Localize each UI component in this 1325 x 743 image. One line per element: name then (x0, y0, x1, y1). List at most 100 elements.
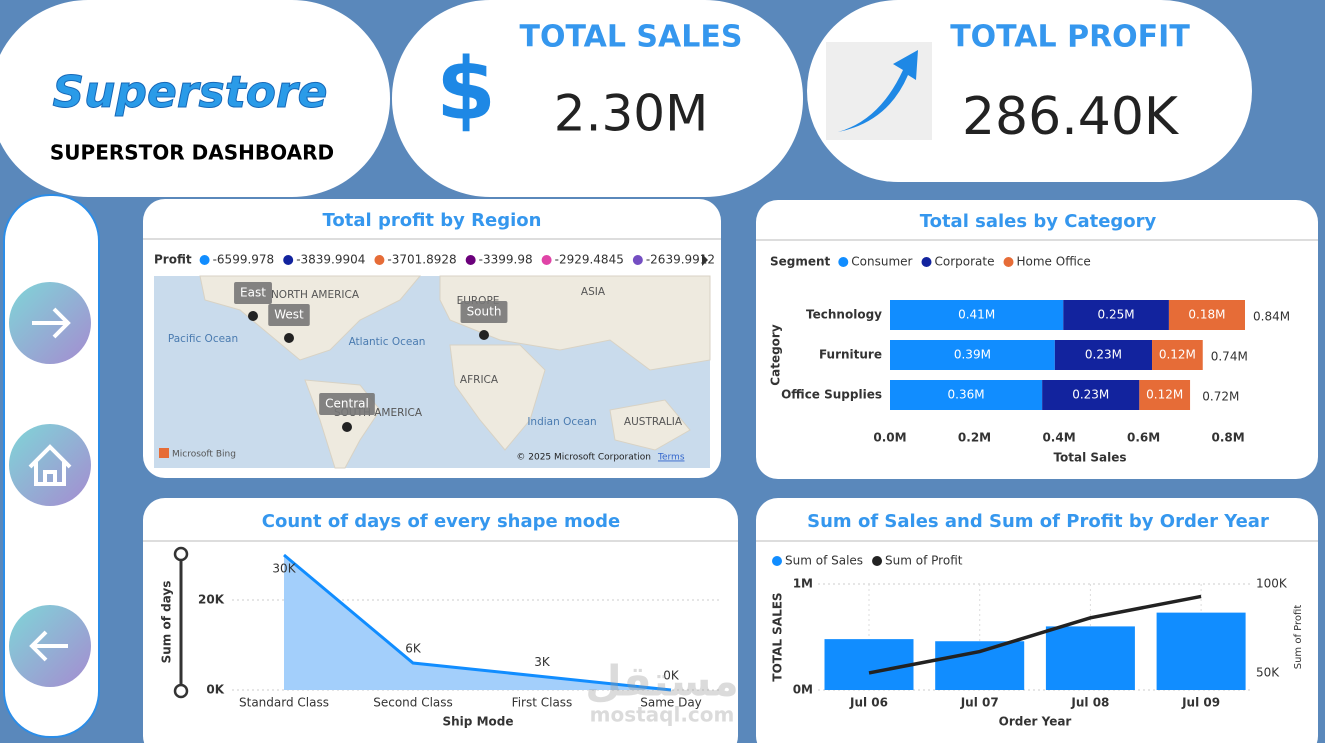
x-tick-label: 0.4M (1042, 431, 1075, 445)
legend-label: -2929.4845 (555, 253, 624, 267)
chart-title: Sum of Sales and Sum of Profit by Order … (807, 511, 1269, 532)
legend-scroll (702, 254, 708, 266)
map-land (609, 399, 691, 451)
x-tick-label: First Class (512, 696, 573, 710)
total-label: 0.74M (1211, 350, 1248, 364)
region-label: East (240, 286, 266, 300)
area (284, 555, 671, 690)
map-land (449, 344, 546, 451)
bar-segment (1054, 340, 1153, 370)
data-label: 0.18M (1188, 308, 1225, 322)
legend-marker (374, 255, 385, 265)
region-label-bg (234, 282, 272, 304)
legend-label: -2639.9912 (646, 253, 715, 267)
y-tick-label: Office Supplies (781, 388, 882, 402)
bar (1045, 626, 1135, 690)
header-card (0, 0, 390, 197)
x-tick-label: Jul 06 (849, 696, 888, 710)
region-marker (479, 330, 489, 340)
y-axis-title: TOTAL SALES (771, 592, 785, 681)
bar-segment (1139, 380, 1191, 410)
legend-marker (872, 556, 883, 566)
chart-title: Total profit by Region (323, 210, 542, 231)
kpi-icon: $ (436, 39, 496, 139)
legend-label: Home Office (1017, 255, 1091, 269)
x-tick-label: Jul 07 (960, 696, 999, 710)
legend-marker (199, 255, 210, 265)
map-label: Pacific Ocean (168, 333, 238, 345)
legend-label: Sum of Sales (785, 554, 863, 568)
legend-marker (772, 556, 782, 566)
x-tick-label: Second Class (373, 696, 453, 710)
legend-label: Corporate (935, 255, 995, 269)
bar-segment (890, 300, 1064, 330)
chart-title: Total sales by Category (920, 211, 1157, 232)
data-label: 0.12M (1146, 388, 1183, 402)
x-axis-title: Total Sales (1053, 451, 1126, 465)
next-icon (32, 307, 71, 339)
bar-segment (1168, 300, 1245, 330)
attribution: Microsoft Bing (172, 450, 236, 460)
kpi-icon (838, 50, 918, 132)
home-button[interactable] (9, 424, 91, 506)
legend-label: Consumer (851, 255, 912, 269)
slider-handle (173, 683, 189, 699)
legend-title: Profit (154, 253, 192, 267)
map-land (439, 275, 711, 371)
home-icon (28, 444, 72, 486)
back-icon (29, 630, 68, 662)
x-tick-label: Same Day (640, 696, 702, 710)
region-label-bg (460, 301, 508, 323)
x-tick-label: Standard Class (239, 696, 329, 710)
data-label: 6K (405, 642, 422, 656)
map-label: ASIA (581, 286, 606, 298)
legend-marker (632, 255, 643, 265)
data-label: 0.39M (954, 348, 991, 362)
bar-segment (890, 340, 1055, 370)
x-axis-title: Order Year (999, 715, 1072, 729)
bar-segment (1042, 380, 1140, 410)
data-label: 0.23M (1085, 348, 1122, 362)
legend-marker (465, 255, 476, 265)
kpi-value: 286.40K (962, 87, 1180, 147)
bar (935, 641, 1025, 690)
bar (1156, 612, 1246, 690)
legend-label: -3399.98 (479, 253, 533, 267)
attribution: © 2025 Microsoft Corporation (516, 453, 651, 463)
y-axis-title: Sum of days (160, 581, 174, 664)
map-label: NORTH AMERICA (271, 289, 360, 301)
legend-marker (541, 255, 552, 265)
legend-marker (283, 255, 294, 265)
x-tick-label: Jul 08 (1070, 696, 1109, 710)
y-tick-label: Furniture (819, 348, 882, 362)
x-tick-label: 0.0M (873, 431, 906, 445)
y-tick-label: Technology (806, 308, 882, 322)
data-label: 0.36M (948, 388, 985, 402)
region-label: Central (325, 397, 369, 411)
y2-axis-title: Sum of Profit (1293, 605, 1304, 670)
total-label: 0.84M (1253, 310, 1290, 324)
map-label: AUSTRALIA (624, 416, 683, 428)
legend-label: -6599.978 (213, 253, 275, 267)
y-tick-label: 20K (198, 593, 225, 607)
legend-marker (921, 257, 932, 267)
region-marker (284, 333, 294, 343)
x-tick-label: 0.2M (958, 431, 991, 445)
data-label: 0.41M (958, 308, 995, 322)
region-label: West (274, 308, 304, 322)
bing-logo (159, 448, 169, 458)
y-tick-label: 1M (793, 577, 813, 591)
data-label: 0.23M (1072, 388, 1109, 402)
legend-label: -3701.8928 (387, 253, 456, 267)
map-label: Atlantic Ocean (349, 336, 426, 348)
region-label-bg (319, 393, 375, 415)
x-tick-label: 0.6M (1127, 431, 1160, 445)
legend-label: -3839.9904 (296, 253, 365, 267)
region-marker (342, 422, 352, 432)
y2-tick-label: 100K (1256, 577, 1288, 591)
kpi-card (392, 0, 803, 197)
region-label: South (467, 305, 502, 319)
legend-title: Segment (770, 255, 831, 269)
y2-tick-label: 50K (1256, 665, 1280, 679)
map-label: AFRICA (460, 374, 499, 386)
